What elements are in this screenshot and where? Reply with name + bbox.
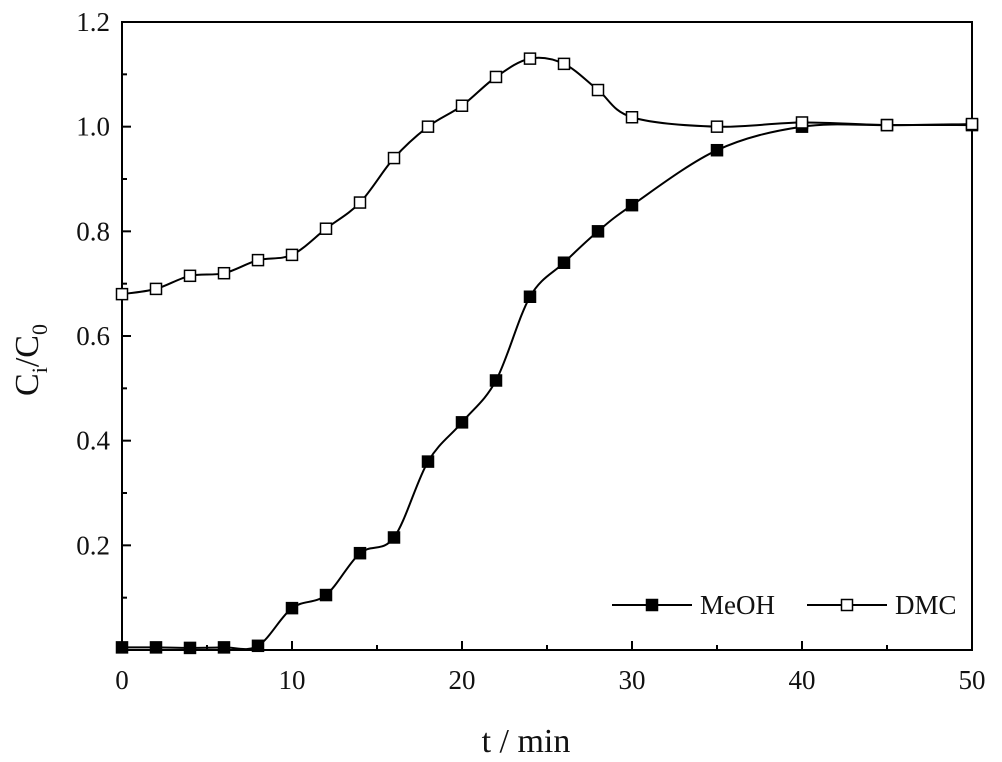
series-markers [115,52,979,655]
dmc-series-line [121,56,973,296]
x-tick-label: 0 [115,665,129,695]
dmc-data-point [183,269,197,283]
meoh-data-point [523,290,537,303]
dmc-data-point [285,248,299,262]
y-tick-label: 1.0 [76,112,110,142]
meoh-data-point [489,374,503,387]
legend-dmc-marker [840,598,854,612]
dmc-data-point [319,222,333,235]
meoh-data-point [115,641,129,654]
meoh-data-point [591,225,605,238]
dmc-data-point [795,116,809,129]
meoh-data-point [625,198,639,212]
y-axis-title-sub1: i [27,367,52,373]
meoh-data-point [455,416,469,429]
dmc-data-point [591,83,605,97]
dmc-data-point [115,287,129,301]
dmc-data-point [149,282,163,296]
meoh-data-point [183,641,197,655]
axis-ticks [121,21,973,650]
x-axis-title: t / min [482,723,571,760]
y-axis-title-sep: /C [9,335,46,367]
meoh-data-point [387,531,401,544]
meoh-data-point [149,641,163,654]
meoh-data-point [421,455,435,468]
dmc-data-point [455,99,469,112]
meoh-data-point [251,639,265,653]
legend-meoh-label: MeOH [700,590,775,620]
dmc-data-point [557,57,571,71]
dmc-data-point [217,266,231,280]
meoh-data-point [217,641,231,654]
x-tick-label: 40 [789,665,816,695]
dmc-data-point [710,120,724,133]
y-axis-title: Ci/C0 [9,324,52,396]
dmc-data-point [523,52,537,65]
dmc-data-point [353,196,367,209]
x-tick-label: 30 [619,665,646,695]
x-tick-label: 50 [959,665,986,695]
y-tick-label: 0.4 [76,426,110,456]
meoh-data-point [285,601,299,615]
y-tick-label: 0.8 [76,216,110,246]
y-axis-title-sub2: 0 [27,324,52,335]
meoh-series-line [121,123,973,651]
dmc-data-point [387,151,401,165]
meoh-data-point [353,546,367,560]
dmc-data-point [421,120,435,133]
series-lines [121,56,973,651]
legend-dmc-label: DMC [895,590,957,620]
legend: MeOH DMC [612,590,957,620]
plot-area-border [121,21,973,651]
dmc-data-point [489,70,503,84]
dmc-data-point [965,117,979,131]
y-tick-label: 0.2 [76,530,110,560]
meoh-data-point [319,588,333,602]
plot-frame [121,21,973,651]
y-axis-title-main: C [9,373,46,396]
meoh-data-point [710,143,724,157]
dmc-data-point [625,110,639,124]
dmc-data-point [880,118,894,132]
x-tick-label: 10 [279,665,306,695]
x-tick-label: 20 [449,665,476,695]
y-tick-label: 1.2 [76,7,110,37]
dmc-data-point [251,253,265,267]
meoh-data-point [557,256,571,269]
legend-meoh-marker [645,598,659,612]
tick-labels: 0 10 20 30 40 50 0.2 0.4 0.6 0.8 1.0 1.2 [76,7,985,695]
y-tick-label: 0.6 [76,321,110,351]
